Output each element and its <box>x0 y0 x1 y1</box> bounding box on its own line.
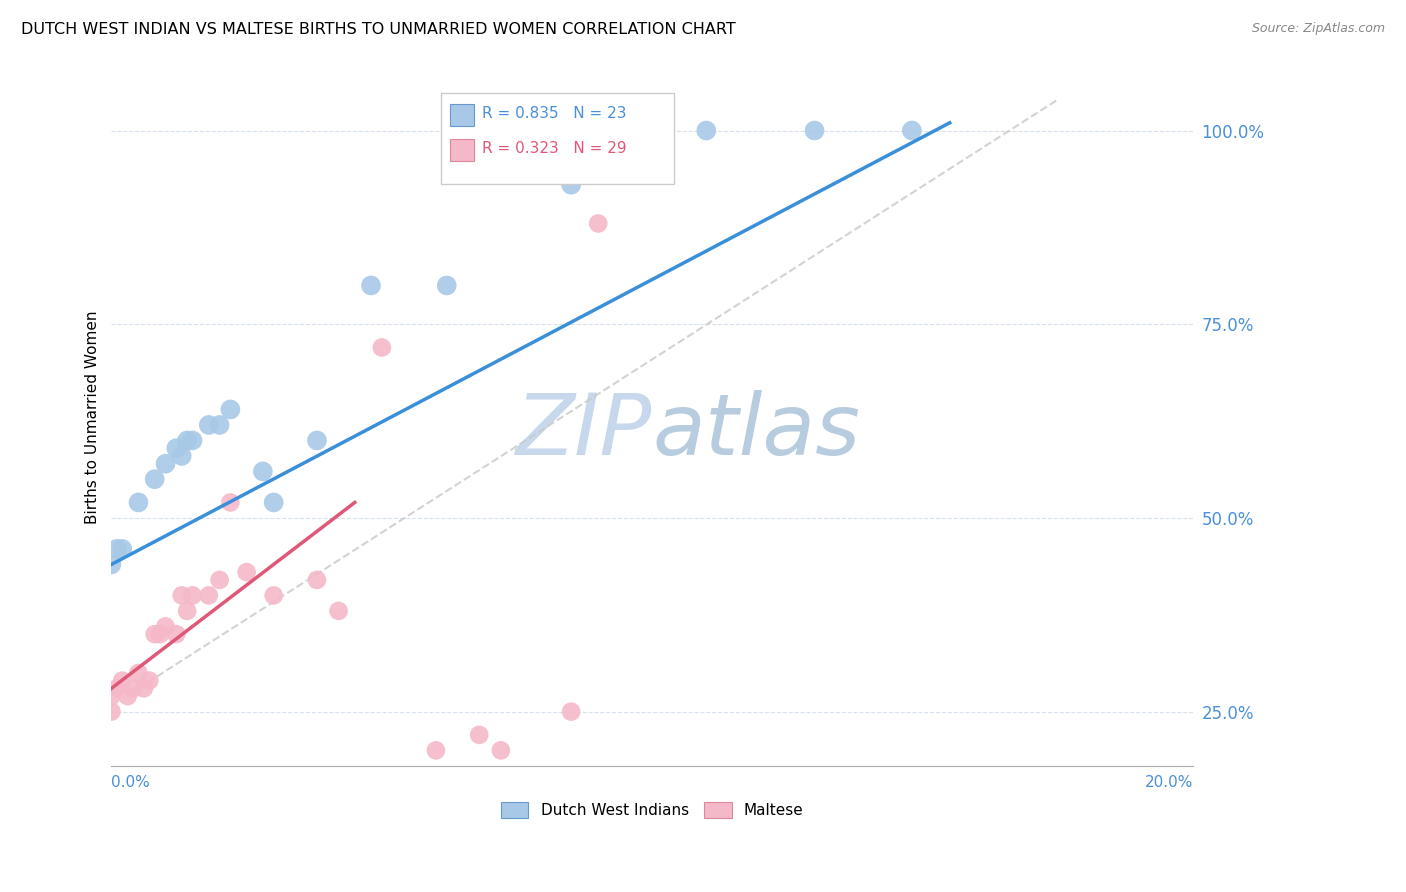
Point <box>149 627 172 641</box>
Point <box>208 573 231 587</box>
FancyBboxPatch shape <box>450 139 474 161</box>
Point <box>197 417 219 432</box>
Point <box>425 743 447 757</box>
Point <box>176 434 198 448</box>
Point <box>143 472 166 486</box>
Point <box>263 495 285 509</box>
Point <box>165 627 187 641</box>
Point <box>252 465 274 479</box>
Text: 0.0%: 0.0% <box>111 775 150 790</box>
Point <box>176 604 198 618</box>
Point <box>100 689 122 703</box>
Point <box>132 681 155 696</box>
Point <box>695 123 717 137</box>
Point <box>181 588 204 602</box>
Point <box>219 495 242 509</box>
Point <box>143 627 166 641</box>
Point <box>127 665 149 680</box>
Point <box>803 123 825 137</box>
Text: R = 0.323   N = 29: R = 0.323 N = 29 <box>482 141 627 156</box>
Point <box>100 558 122 572</box>
Point <box>328 604 350 618</box>
Point <box>197 588 219 602</box>
Text: atlas: atlas <box>652 390 860 473</box>
Point <box>208 417 231 432</box>
Point <box>117 689 139 703</box>
Point <box>468 728 491 742</box>
Point <box>105 681 128 696</box>
Point <box>371 341 394 355</box>
Text: DUTCH WEST INDIAN VS MALTESE BIRTHS TO UNMARRIED WOMEN CORRELATION CHART: DUTCH WEST INDIAN VS MALTESE BIRTHS TO U… <box>21 22 735 37</box>
Point <box>305 434 328 448</box>
Point <box>489 743 512 757</box>
Point <box>111 541 134 556</box>
Point <box>122 681 145 696</box>
Y-axis label: Births to Unmarried Women: Births to Unmarried Women <box>86 310 100 524</box>
FancyBboxPatch shape <box>450 104 474 127</box>
Point <box>127 495 149 509</box>
Point <box>170 449 193 463</box>
Point <box>560 705 582 719</box>
Text: R = 0.835   N = 23: R = 0.835 N = 23 <box>482 106 627 121</box>
Point <box>111 673 134 688</box>
Point <box>138 673 160 688</box>
Point <box>170 588 193 602</box>
Point <box>263 588 285 602</box>
Point <box>181 434 204 448</box>
Text: 20.0%: 20.0% <box>1144 775 1194 790</box>
Point <box>105 541 128 556</box>
FancyBboxPatch shape <box>441 93 673 184</box>
Legend: Dutch West Indians, Maltese: Dutch West Indians, Maltese <box>495 797 810 824</box>
Point <box>560 178 582 192</box>
Point <box>901 123 924 137</box>
Point <box>219 402 242 417</box>
Point <box>100 705 122 719</box>
Point <box>436 278 458 293</box>
Point <box>155 457 177 471</box>
Point <box>360 278 382 293</box>
Point <box>305 573 328 587</box>
Point <box>155 619 177 633</box>
Point <box>235 565 257 579</box>
Text: Source: ZipAtlas.com: Source: ZipAtlas.com <box>1251 22 1385 36</box>
Text: ZIP: ZIP <box>516 390 652 473</box>
Point <box>586 217 609 231</box>
Point <box>468 146 491 161</box>
Point <box>165 441 187 455</box>
